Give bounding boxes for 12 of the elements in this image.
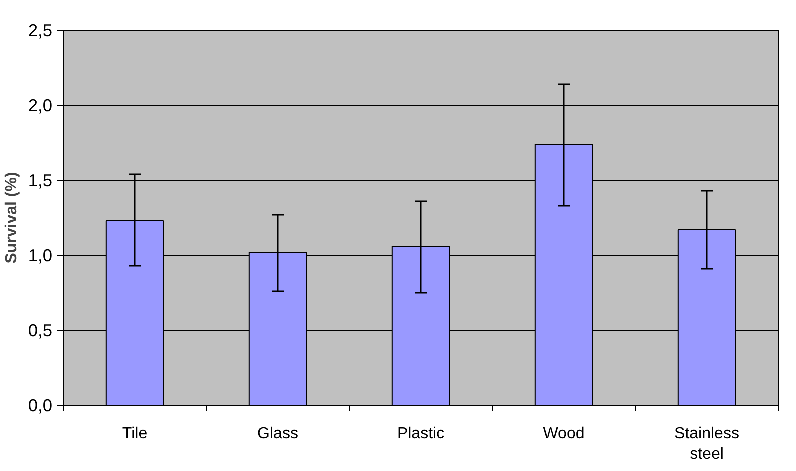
y-tick-label: 0,5 (28, 320, 53, 340)
x-tick-label: Wood (543, 426, 585, 442)
y-tick-label: 2,5 (28, 20, 53, 40)
y-tick-label: 1,0 (28, 246, 53, 266)
y-tick-label: 1,5 (28, 170, 53, 190)
x-tick-label: Plastic (397, 426, 445, 442)
y-tick-label: 0,0 (28, 396, 53, 416)
x-tick-label: Stainless steel (674, 426, 740, 463)
y-tick-label: 2,0 (28, 96, 53, 116)
x-tick-label: Glass (258, 426, 298, 442)
y-axis-title: Survival (%) (3, 172, 20, 264)
x-tick-label: Tile (122, 426, 148, 442)
